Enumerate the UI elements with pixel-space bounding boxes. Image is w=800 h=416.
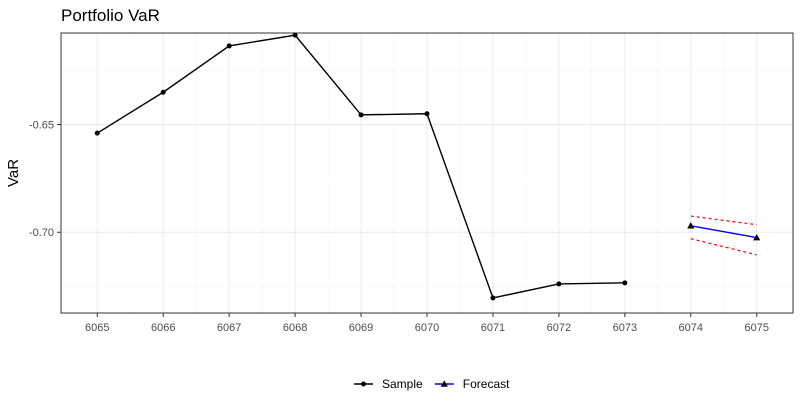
x-tick-label: 6070	[415, 322, 439, 334]
sample-data-point	[424, 111, 430, 117]
axes: 6065 6066 6067 6068 6069 6070 6071 6072 6073 6074…	[29, 120, 769, 334]
y-axis-label: VaR	[5, 159, 22, 187]
sample-data-point	[556, 281, 562, 287]
sample-data-point	[292, 32, 298, 38]
x-tick-label: 6073	[613, 322, 637, 334]
x-tick-label: 6067	[217, 322, 241, 334]
forecast-data-point	[687, 222, 695, 229]
chart-title: Portfolio VaR	[61, 6, 160, 25]
x-tick-label: 6071	[481, 322, 505, 334]
x-tick-label: 6075	[744, 322, 768, 334]
x-tick-label: 6069	[349, 322, 373, 334]
forecast-lower-bound-line	[690, 238, 757, 256]
sample-data-point	[226, 43, 232, 49]
sample-data-point	[358, 112, 364, 118]
y-tick-label: -0.70	[29, 227, 54, 239]
forecast-series-line	[690, 225, 757, 239]
sample-data-point	[490, 295, 496, 301]
x-tick-label: 6072	[547, 322, 571, 334]
legend-label-forecast: Forecast	[463, 377, 510, 391]
legend-key-forecast-marker	[440, 380, 448, 387]
sample-data-point	[622, 280, 628, 286]
x-tick-label: 6068	[283, 322, 307, 334]
y-tick-label: -0.65	[29, 120, 54, 132]
x-tick-label: 6066	[151, 322, 175, 334]
legend: Sample Forecast	[354, 377, 510, 391]
sample-data-point	[160, 89, 166, 95]
x-tick-label: 6074	[679, 322, 703, 334]
sample-data-point	[94, 130, 100, 136]
legend-label-sample: Sample	[382, 377, 423, 391]
forecast-upper-bound-line	[690, 215, 757, 226]
x-tick-label: 6065	[85, 322, 109, 334]
forecast-data-point	[753, 234, 761, 241]
data-series	[94, 32, 761, 301]
legend-key-sample-marker	[361, 381, 366, 387]
grid-lines	[61, 33, 793, 313]
